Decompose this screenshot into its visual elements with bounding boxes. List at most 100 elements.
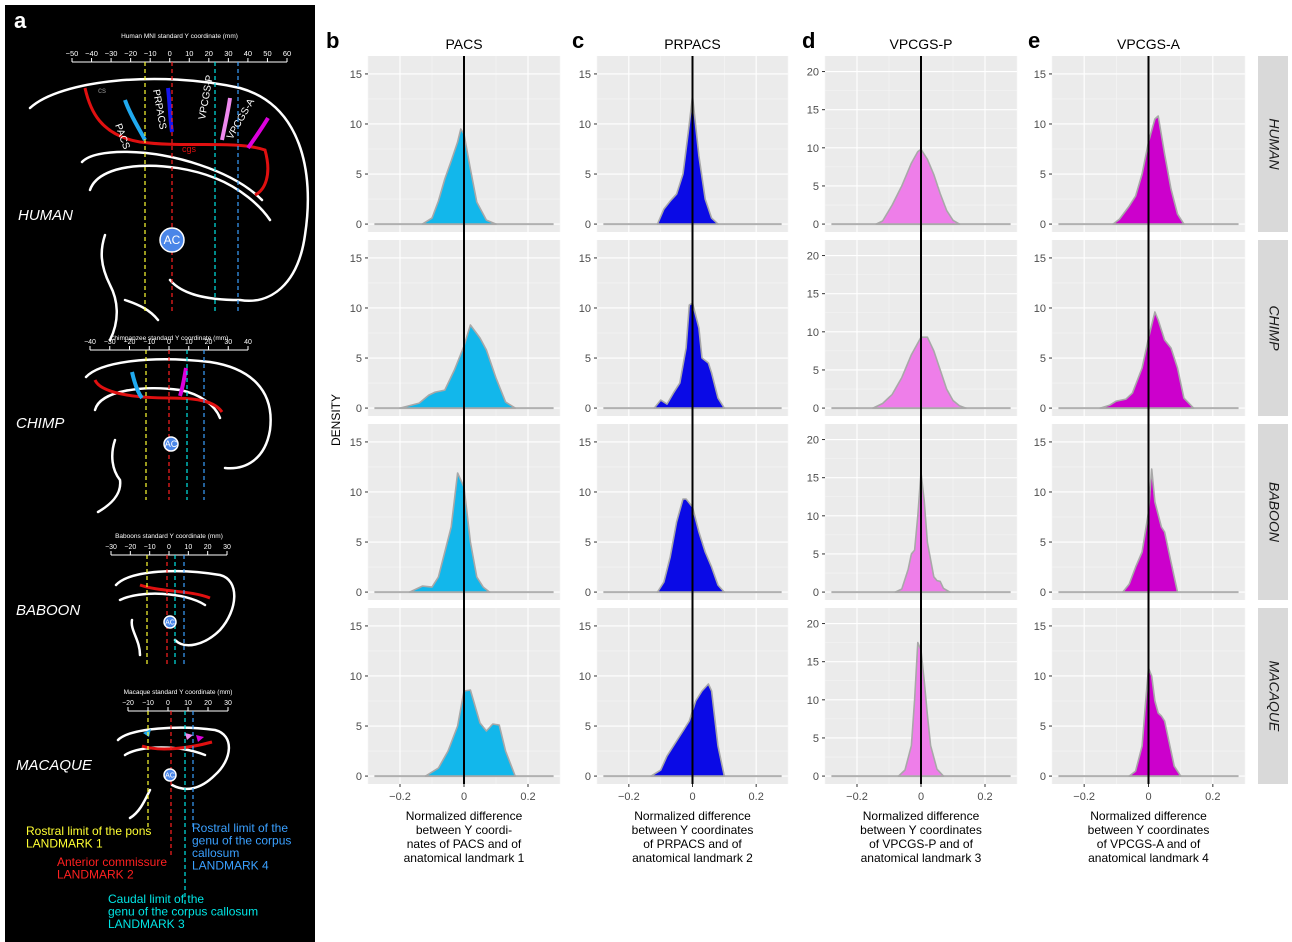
y-tick-label: 0 — [356, 587, 362, 599]
brain-outline — [84, 358, 272, 470]
species-axis-tick-label: −10 — [144, 49, 157, 58]
facet-row-label: HUMAN — [1266, 118, 1282, 170]
density-area — [1099, 311, 1195, 409]
anterior-commissure-marker — [159, 227, 185, 253]
sulcus-label-cs: cs — [98, 86, 106, 95]
landmark-legend-text: LANDMARK 3 — [108, 917, 185, 931]
x-tick-label: 0 — [1145, 791, 1151, 803]
facet-column-title: VPCGS-A — [1117, 36, 1181, 52]
y-tick-label: 0 — [356, 403, 362, 415]
brain-outline — [118, 592, 207, 607]
density-area — [399, 324, 516, 409]
y-tick-label: 0 — [813, 771, 819, 783]
y-tick-label: 0 — [813, 403, 819, 415]
x-tick-label: −0.2 — [618, 791, 640, 803]
x-axis-label-line: between Y coordinates — [1088, 823, 1210, 837]
x-tick-label: 0.2 — [1205, 791, 1220, 803]
y-tick-label: 10 — [350, 303, 362, 315]
y-tick-label: 5 — [1040, 721, 1046, 733]
density-area — [650, 683, 726, 777]
density-area — [1128, 667, 1182, 777]
x-axis-label-line: anatomical landmark 2 — [632, 851, 753, 865]
sulcus-label-cgs: cgs — [182, 144, 197, 154]
y-tick-label: 15 — [350, 437, 362, 449]
y-tick-label: 15 — [579, 437, 591, 449]
x-tick-label: −0.2 — [389, 791, 411, 803]
y-tick-label: 20 — [807, 619, 819, 631]
species-axis-tick-label: 30 — [224, 339, 232, 346]
x-axis-label-line: Normalized difference — [863, 809, 980, 823]
species-axis-tick-label: 50 — [263, 49, 271, 58]
density-area — [894, 471, 951, 593]
y-tick-label: 10 — [807, 695, 819, 707]
y-tick-label: 5 — [585, 721, 591, 733]
species-axis-title: Baboons standard Y coordinate (mm) — [115, 533, 223, 540]
species-axis-tick-label: 40 — [244, 49, 252, 58]
facet-row-label: MACAQUE — [1266, 661, 1282, 732]
species-axis-tick-label: 10 — [185, 49, 193, 58]
y-tick-label: 5 — [1040, 537, 1046, 549]
species-axis-tick-label: −20 — [122, 700, 134, 707]
anterior-commissure-marker — [163, 615, 177, 629]
species-label: BABOON — [16, 602, 80, 619]
species-axis-title: Chimpanzee standard Y coordinate (mm) — [110, 335, 229, 342]
facet-row-strip — [1258, 608, 1288, 784]
facet-row-label: CHIMP — [1266, 305, 1282, 351]
species-axis-tick-label: 20 — [204, 700, 212, 707]
ac-label: AC — [165, 772, 175, 779]
density-area — [656, 95, 719, 225]
y-tick-label: 5 — [813, 365, 819, 377]
y-tick-label: 5 — [585, 169, 591, 181]
y-tick-label: 15 — [579, 621, 591, 633]
panel-a-brain-schematics — [5, 5, 315, 942]
anterior-commissure-marker — [163, 436, 179, 452]
x-tick-label: 0 — [918, 791, 924, 803]
facet-column-3: d VPCGS-P 0 5 10 15 20 0 5 10 15 20 0 5 10 15 20 0 5 10 15 20… — [802, 28, 1018, 865]
x-axis-label-line: Normalized difference — [1090, 809, 1207, 823]
cingulate-sulcus — [83, 87, 270, 197]
species-axis-tick-label: −10 — [143, 339, 155, 346]
x-tick-label: −0.2 — [1073, 791, 1095, 803]
ac-label: AC — [165, 439, 178, 449]
species-axis-tick-label: 20 — [205, 339, 213, 346]
species-axis-tick-label: −10 — [142, 700, 154, 707]
species-axis-tick-label: 20 — [205, 49, 213, 58]
x-axis-label-line: anatomical landmark 4 — [1088, 851, 1209, 865]
brain-outline — [130, 618, 142, 657]
density-area — [408, 472, 491, 593]
y-tick-label: 0 — [356, 219, 362, 231]
y-tick-label: 10 — [350, 671, 362, 683]
x-axis-label-line: of VPCGS-A and of — [1097, 837, 1201, 851]
y-tick-label: 10 — [807, 143, 819, 155]
facet-column-2: c PRPACS 0 5 10 15 0 5 10 15 0 5 10 15 0 5 10 15 −0.2 0 0.2 N… — [572, 28, 789, 865]
y-tick-label: 10 — [807, 327, 819, 339]
species-axis-tick-label: −40 — [84, 339, 96, 346]
y-tick-label: 10 — [1034, 303, 1046, 315]
brain-outline — [28, 77, 310, 302]
panel-letter: e — [1028, 28, 1040, 53]
facet-column-1: b PACS 0 5 10 15 0 5 10 15 0 5 10 15 0 5 10 15 −0.2 0 0.2 Nor… — [326, 28, 561, 865]
species-axis-tick-label: 0 — [167, 544, 171, 551]
y-tick-label: 10 — [579, 487, 591, 499]
panel-letter: b — [326, 28, 339, 53]
brain-outline — [100, 233, 118, 342]
macaque-vpcgs-p-marker — [185, 733, 193, 740]
y-tick-label: 15 — [1034, 437, 1046, 449]
brain-outline — [96, 438, 122, 514]
landmark-legend-text: Rostral limit of the — [192, 821, 288, 835]
landmark-legend-text: LANDMARK 4 — [192, 859, 269, 873]
y-tick-label: 10 — [579, 119, 591, 131]
y-tick-label: 5 — [356, 537, 362, 549]
x-axis-label-line: nates of PACS and of — [407, 837, 522, 851]
species-label: HUMAN — [18, 207, 73, 224]
panel-letter-a: a — [14, 8, 27, 33]
density-area — [1121, 468, 1179, 593]
y-tick-label: 5 — [1040, 353, 1046, 365]
y-tick-label: 0 — [585, 771, 591, 783]
density-area — [421, 128, 497, 225]
species-axis-tick-label: −50 — [66, 49, 79, 58]
landmark-legend-text: genu of the corpus callosum — [108, 905, 258, 919]
facet-column-4: e VPCGS-A 0 5 10 15 0 5 10 15 0 5 10 15 0 5 10 15 −0.2 0 0.2… — [1028, 28, 1246, 865]
macaque-vpcgs-a-marker — [196, 735, 204, 742]
